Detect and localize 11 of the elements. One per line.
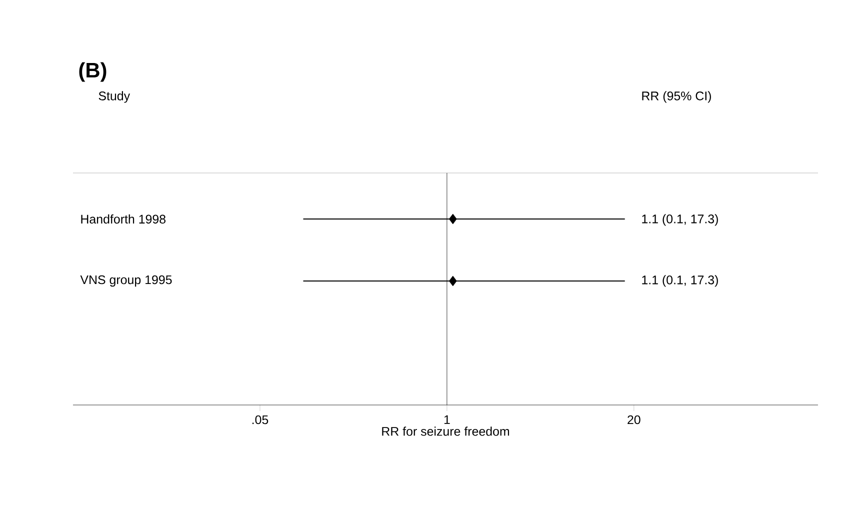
x-tick-label: 20	[628, 415, 640, 424]
x-tick-label: .05	[252, 415, 268, 424]
text: Study	[98, 91, 130, 103]
y-tick-label: Handforth 1998	[81, 214, 166, 224]
x-axis-title: RR for seizure freedom	[382, 426, 510, 436]
x-tick-label: 1	[444, 415, 450, 424]
text: RR (95% CI)	[642, 91, 711, 103]
annotation: 1.1 (0.1, 17.3)	[642, 275, 718, 287]
annotation: 1.1 (0.1, 17.3)	[642, 214, 718, 226]
text: (B)	[79, 62, 106, 82]
y-tick-label: VNS group 1995	[80, 275, 172, 287]
